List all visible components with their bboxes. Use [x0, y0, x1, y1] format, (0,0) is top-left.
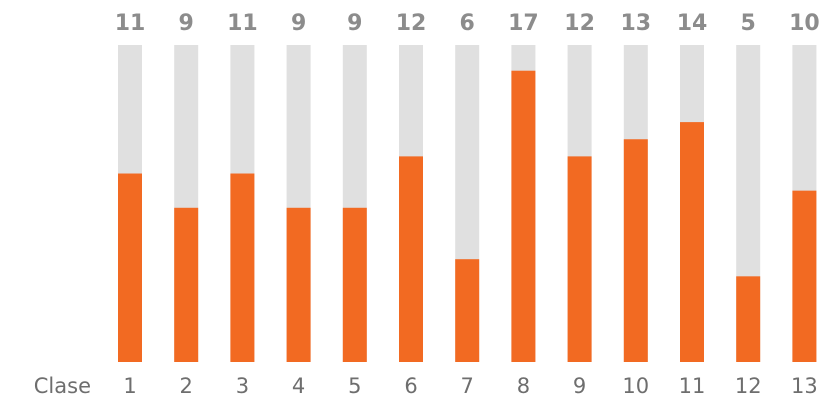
bar: [118, 173, 142, 362]
bar-value-label: 14: [677, 11, 708, 36]
bar-value-label: 12: [564, 11, 595, 36]
bar: [736, 276, 761, 362]
x-tick-label: 1: [123, 374, 136, 398]
bar: [174, 207, 199, 362]
bar-value-label: 6: [460, 11, 475, 36]
x-tick-label: 3: [236, 374, 249, 398]
x-tick-label: 6: [404, 374, 417, 398]
x-tick-label: 11: [679, 374, 706, 398]
bar-value-label: 11: [227, 11, 258, 36]
bar-value-label: 9: [347, 11, 362, 36]
x-tick-label: 5: [348, 374, 361, 398]
x-tick-label: 7: [461, 374, 474, 398]
x-axis-title: Clase: [34, 374, 91, 398]
x-tick-label: 12: [735, 374, 762, 398]
bar-group: [118, 70, 817, 363]
bar: [230, 173, 255, 362]
bar-value-label: 9: [179, 11, 194, 36]
bar: [511, 70, 536, 363]
bar-value-label: 13: [620, 11, 651, 36]
bar-value-label: 5: [741, 11, 756, 36]
bar: [567, 156, 592, 362]
x-tick-label: 13: [791, 374, 818, 398]
bar: [342, 207, 367, 362]
bar-value-label: 10: [789, 11, 820, 36]
x-tick-label-group: 1 2 3 4 5 6 7 8 9 10 11 12 13: [123, 374, 817, 398]
x-tick-label: 4: [292, 374, 305, 398]
bar-value-label: 17: [508, 11, 539, 36]
x-tick-label: 10: [622, 374, 649, 398]
bar-value-label: 12: [396, 11, 427, 36]
bar: [455, 259, 480, 362]
x-tick-label: 8: [517, 374, 530, 398]
bar: [286, 207, 311, 362]
bar: [399, 156, 423, 362]
bar: [623, 139, 648, 362]
x-tick-label: 2: [180, 374, 193, 398]
bar: [680, 122, 704, 362]
bar: [792, 190, 817, 362]
bar-value-label: 9: [291, 11, 306, 36]
value-label-group: 11 9 11 9 9 12 6 17 12 13 14 5 10: [115, 11, 820, 36]
bar-value-label: 11: [115, 11, 146, 36]
x-tick-label: 9: [573, 374, 586, 398]
